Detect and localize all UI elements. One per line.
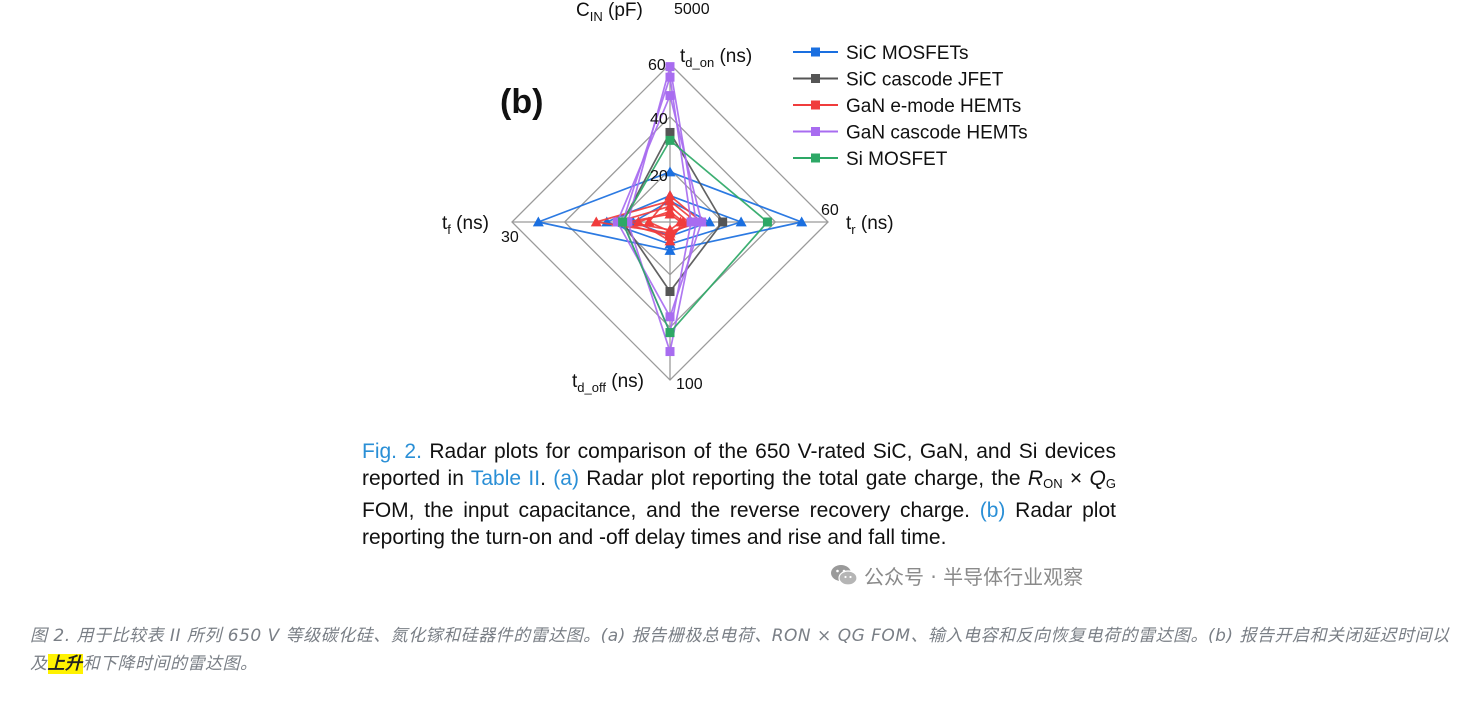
- legend-label-sic-cascode-jfet: SiC cascode JFET: [846, 70, 1004, 91]
- radar-series: [532, 62, 808, 357]
- point-gan-e-mode-hemts-0-3: [590, 216, 602, 227]
- axis-label-td-off: td_off (ns): [572, 371, 644, 395]
- axis-label-td-on: td_on (ns): [680, 46, 752, 70]
- point-gan-cascode-hemts-0-3: [623, 217, 633, 227]
- tick-top-40: 40: [650, 111, 668, 128]
- point-gan-cascode-hemts-1-1: [697, 217, 707, 227]
- watermark-text: 公众号 · 半导体行业观察: [864, 564, 1084, 589]
- figure-caption: Fig. 2. Radar plots for comparison of th…: [362, 440, 1117, 549]
- tick-right-60: 60: [821, 202, 839, 219]
- point-gan-cascode-hemts-2-0: [665, 72, 675, 82]
- point-sic-cascode-jfet-0-2: [665, 287, 675, 297]
- point-sic-mosfets-0-3: [532, 216, 544, 227]
- wechat-watermark: 公众号 · 半导体行业观察: [830, 561, 1130, 589]
- point-si-mosfet-0-3: [618, 217, 628, 227]
- point-si-mosfet-0-2: [665, 328, 675, 338]
- legend-marker-sic-mosfets: [811, 47, 820, 57]
- point-gan-e-mode-hemts-4-0: [664, 208, 676, 219]
- point-gan-e-mode-hemts-4-1: [675, 216, 687, 227]
- legend-marker-si-mosfet: [811, 153, 820, 163]
- chinese-translation: 图 2. 用于比较表 II 所列 650 V 等级碳化硅、氮化镓和硅器件的雷达图…: [30, 626, 1450, 674]
- legend: SiC MOSFETs SiC cascode JFET GaN e-mode HE…: [793, 43, 1028, 170]
- tick-bottom-100: 100: [676, 376, 703, 393]
- caption-table-ref[interactable]: Table II: [470, 467, 541, 490]
- point-sic-mosfets-2-1: [704, 216, 715, 227]
- legend-marker-sic-cascode-jfet: [811, 74, 820, 83]
- point-si-mosfet-0-1: [762, 217, 772, 227]
- wechat-icon: [831, 565, 858, 586]
- point-gan-e-mode-hemts-0-0: [664, 195, 676, 206]
- top-axis-unit: (pF): [603, 0, 643, 21]
- legend-label-si-mosfet: Si MOSFET: [846, 149, 948, 170]
- point-si-mosfet-0-0: [665, 135, 675, 145]
- axis-label-tr: tr (ns): [846, 213, 894, 237]
- point-gan-cascode-hemts-2-1: [686, 217, 696, 227]
- point-gan-e-mode-hemts-3-3: [643, 216, 655, 227]
- point-gan-e-mode-hemts-3-0: [664, 190, 676, 201]
- legend-label-sic-mosfets: SiC MOSFETs: [846, 43, 968, 64]
- legend-label-gan-cascode-hemts: GaN cascode HEMTs: [846, 123, 1028, 144]
- axis-label-tf: tf (ns): [442, 213, 489, 237]
- caption-b-ref: (b): [979, 499, 1006, 522]
- legend-label-gan-e-mode-hemts: GaN e-mode HEMTs: [846, 96, 1021, 117]
- legend-marker-gan-e-mode-hemts: [811, 100, 820, 110]
- point-gan-cascode-hemts-1-0: [665, 91, 675, 101]
- caption-fig-ref: Fig. 2.: [362, 440, 422, 463]
- tick-left-30: 30: [501, 229, 519, 246]
- point-gan-e-mode-hemts-4-2: [664, 224, 676, 235]
- tick-top-20: 20: [650, 168, 668, 185]
- tick-top-60: 60: [648, 57, 666, 74]
- top-axis-sub: IN: [590, 9, 603, 24]
- point-gan-cascode-hemts-0-2: [665, 347, 675, 357]
- top-cut-tick: 5000: [674, 1, 710, 18]
- point-gan-e-mode-hemts-2-2: [664, 235, 676, 246]
- top-cut-axis-label: CIN (pF) 5000: [576, 0, 710, 24]
- legend-marker-gan-cascode-hemts: [811, 127, 820, 136]
- point-sic-mosfets-0-1: [796, 216, 808, 227]
- caption-a-ref: (a): [553, 467, 579, 490]
- point-sic-mosfets-1-1: [735, 216, 747, 227]
- panel-label: (b): [500, 83, 543, 121]
- point-sic-mosfets-0-2: [664, 244, 676, 255]
- point-sic-cascode-jfet-0-0: [665, 127, 675, 137]
- highlighted-term: 上升: [47, 654, 83, 674]
- point-gan-e-mode-hemts-1-0: [664, 200, 676, 211]
- point-gan-cascode-hemts-0-0: [665, 62, 675, 72]
- point-gan-cascode-hemts-1-2: [665, 312, 675, 322]
- radar-figure: CIN (pF) 5000 (b) td_on (ns) tr (ns) td_…: [442, 0, 1028, 395]
- point-sic-cascode-jfet-0-1: [718, 217, 728, 227]
- svg-text:CIN (pF): CIN (pF): [576, 0, 643, 24]
- point-sic-mosfets-0-0: [664, 166, 676, 177]
- top-axis-name: C: [576, 0, 590, 21]
- point-gan-cascode-hemts-1-3: [612, 217, 622, 227]
- point-gan-cascode-hemts-0-1: [691, 217, 701, 227]
